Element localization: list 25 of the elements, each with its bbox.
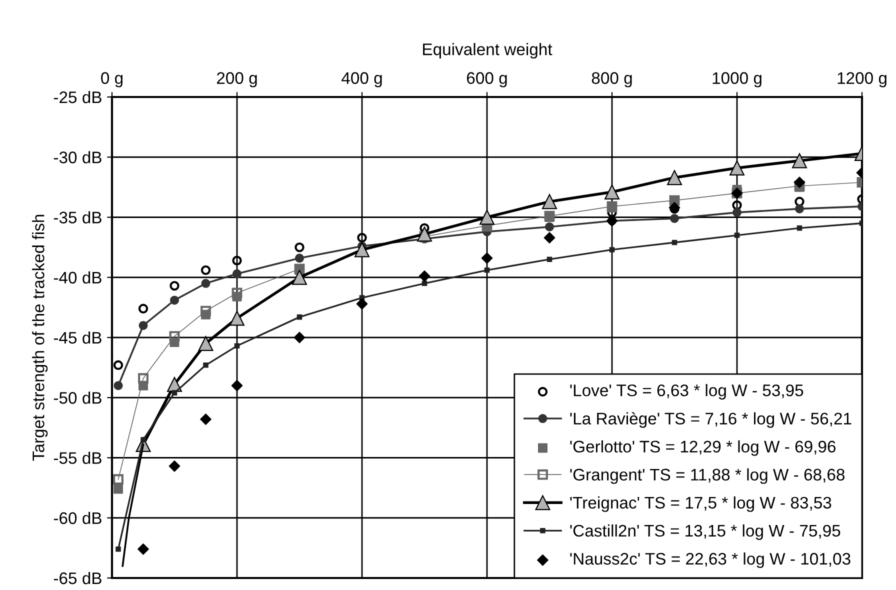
x-axis-title: Equivalent weight [423,42,552,59]
x-tick-label: 800 g [592,72,632,88]
x-tick-label: 600 g [466,72,507,88]
x-tick-label: 1000 g [712,72,762,88]
y-tick-label: -45 dB [54,331,102,344]
x-tick-label: 1200 g [838,72,886,88]
y-tick-label: -30 dB [54,151,102,164]
y-tick-label: -50 dB [54,392,102,404]
y-tick-label: -40 dB [54,271,102,284]
y-tick-label: -35 dB [54,211,102,224]
legend-label: 'Love' TS = 6,63 * log W - 53,95 [570,384,804,400]
legend-label: 'La Raviège' TS = 7,16 * log W - 56,21 [570,412,852,428]
y-tick-label: -55 dB [54,452,102,464]
y-tick-label: -65 dB [54,572,102,584]
y-axis-title: Target strength of the tracked fish [32,214,48,461]
y-tick-label: -25 dB [54,90,102,104]
legend-label: 'Treignac' TS = 17,5 * log W - 83,53 [570,496,832,512]
legend-label: 'Castill2n' TS = 13,15 * log W - 75,95 [570,524,840,540]
x-tick-label: 200 g [216,72,257,88]
legend-label: 'Grangent' TS = 11,88 * log W - 68,68 [570,468,844,484]
legend-label: 'Gerlotto' TS = 12,29 * log W - 69,96 [570,440,836,456]
x-tick-label: 400 g [342,72,382,88]
x-tick-label: 0 g [101,72,123,88]
legend-label: 'Nauss2c' TS = 22,63 * log W - 101,03 [570,552,850,568]
y-tick-label: -60 dB [54,512,102,524]
